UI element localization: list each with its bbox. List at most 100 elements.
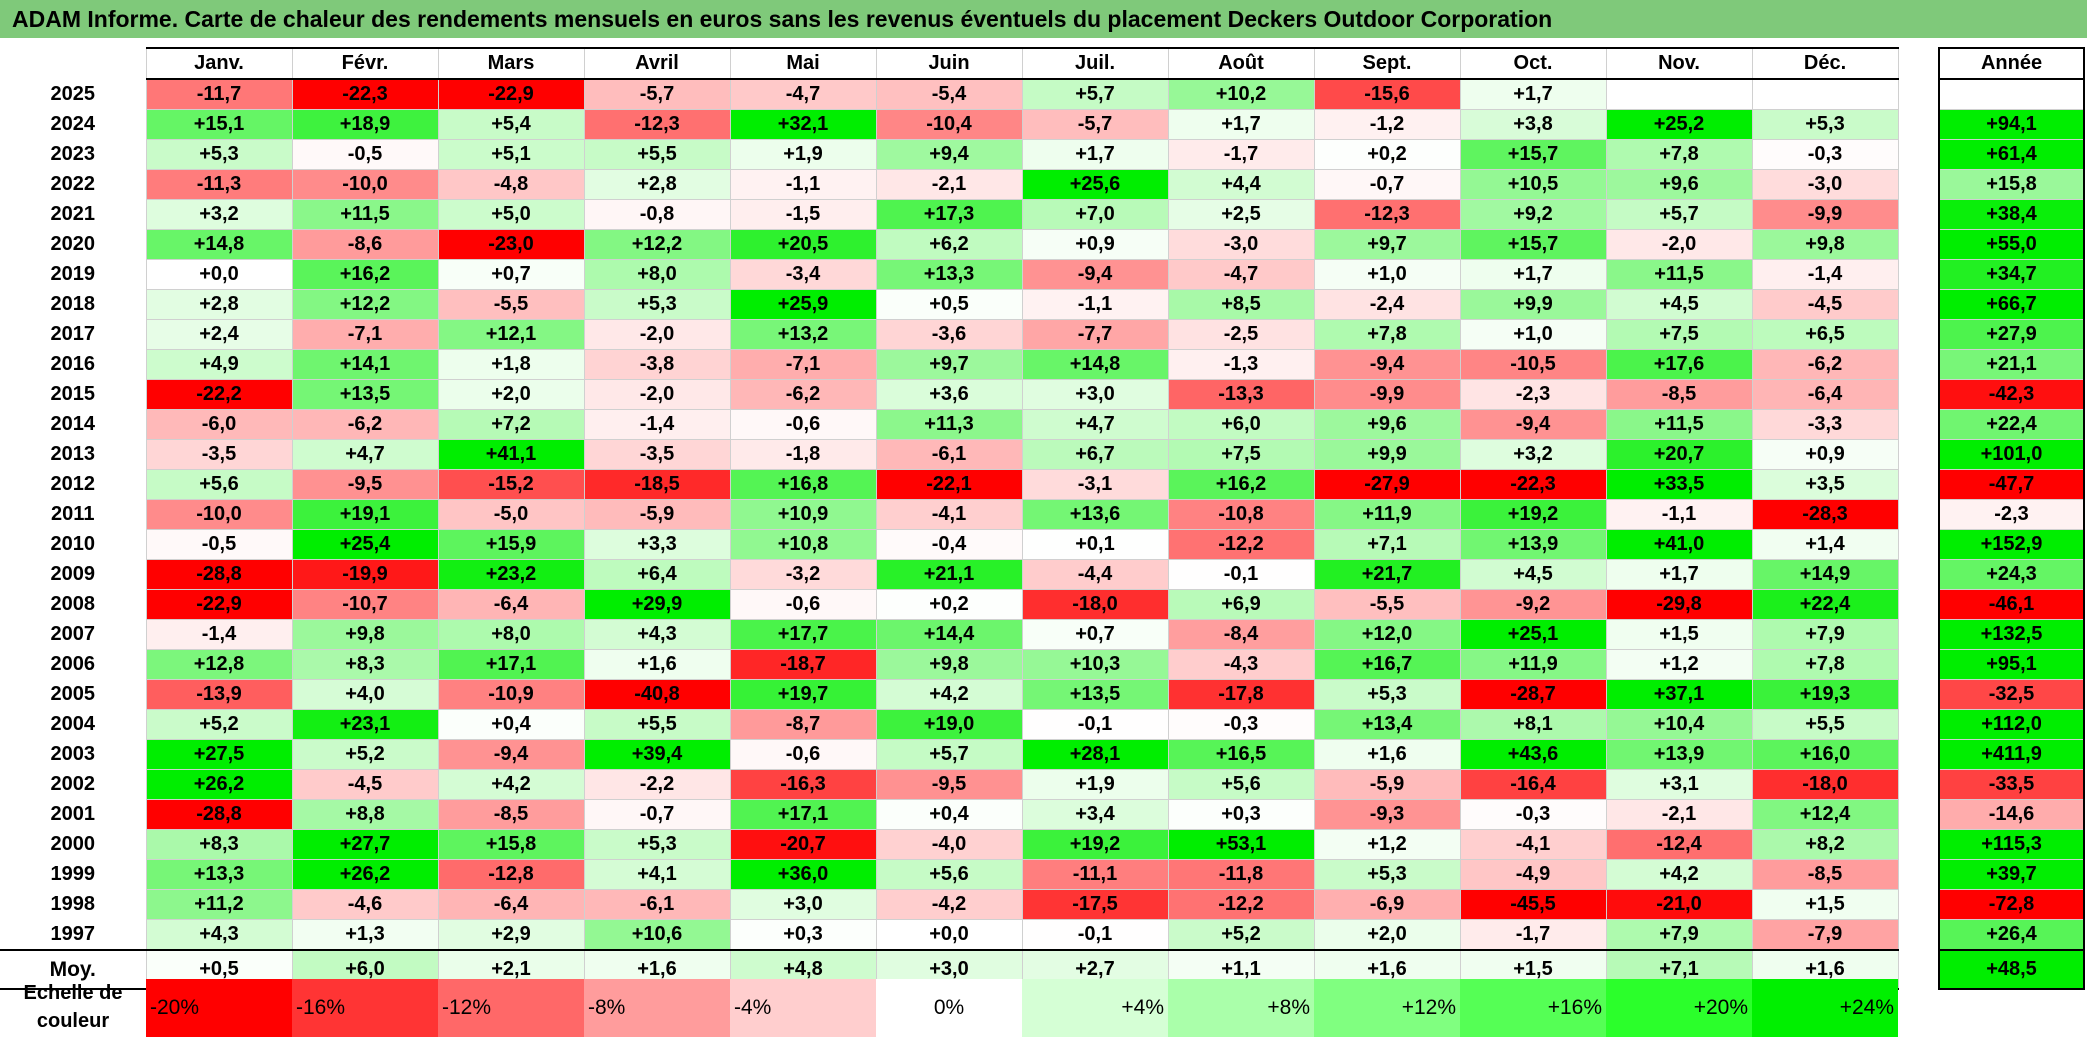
heatmap-cell: -28,7 [1459, 679, 1607, 710]
heatmap-cell: +19,2 [1021, 829, 1169, 860]
color-scale-label: Echelle de couleur [23, 982, 123, 1032]
heatmap-cell: -12,8 [437, 859, 585, 890]
heatmap-cell: +4,7 [291, 439, 439, 470]
heatmap-cell: +5,3 [145, 139, 293, 170]
heatmap-cell: -6,9 [1313, 889, 1461, 920]
heatmap-cell: -9,4 [1459, 409, 1607, 440]
heatmap-cell: -7,9 [1751, 919, 1899, 951]
heatmap-cell: +14,8 [145, 229, 293, 260]
heatmap-cell: +9,8 [291, 619, 439, 650]
heatmap-cell: +13,5 [291, 379, 439, 410]
heatmap-cell: -0,1 [1167, 559, 1315, 590]
heatmap-cell: +14,1 [291, 349, 439, 380]
heatmap-cell: +9,6 [1605, 169, 1753, 200]
heatmap-cell: +12,0 [1313, 619, 1461, 650]
heatmap-cell: +3,2 [1459, 439, 1607, 470]
heatmap-cell: +17,1 [729, 799, 877, 830]
heatmap-cell: -17,5 [1021, 889, 1169, 920]
year-label: 2013 [0, 439, 146, 470]
heatmap-cell: +9,4 [875, 139, 1023, 170]
heatmap-cell: -6,0 [145, 409, 293, 440]
heatmap-cell: -15,6 [1313, 78, 1461, 110]
heatmap-cell: -5,9 [1313, 769, 1461, 800]
heatmap-cell: +1,7 [1021, 139, 1169, 170]
heatmap-cell: -18,5 [583, 469, 731, 500]
heatmap-cell: -0,5 [145, 529, 293, 560]
heatmap-cell: -28,8 [145, 559, 293, 590]
scale-step: +24% [1752, 979, 1898, 1037]
heatmap-cell: +3,2 [145, 199, 293, 230]
heatmap-cell: +7,9 [1751, 619, 1899, 650]
heatmap-cell: +0,5 [875, 289, 1023, 320]
heatmap-cell: -8,7 [729, 709, 877, 740]
heatmap-cell: -10,4 [875, 109, 1023, 140]
heatmap-cell: +18,9 [291, 109, 439, 140]
heatmap-cell: +6,2 [875, 229, 1023, 260]
heatmap-cell: +6,5 [1751, 319, 1899, 350]
heatmap-cell: -2,4 [1313, 289, 1461, 320]
heatmap-cell: +12,2 [583, 229, 731, 260]
heatmap-cell: +3,0 [1021, 379, 1169, 410]
table-row: 2009 -28,8 -19,9 +23,2 +6,4 -3,2 +21,1 -4,4 -0,1… [0, 559, 1899, 590]
heatmap-cell: -1,4 [145, 619, 293, 650]
scale-step: -20% [146, 979, 292, 1037]
heatmap-cell: +5,7 [875, 739, 1023, 770]
heatmap-cell: +5,1 [437, 139, 585, 170]
heatmap-cell: +4,2 [875, 679, 1023, 710]
heatmap-cell: +5,0 [437, 199, 585, 230]
heatmap-cell: -11,8 [1167, 859, 1315, 890]
heatmap-cell: -1,3 [1167, 349, 1315, 380]
year-label: 2019 [0, 259, 146, 290]
heatmap-cell: -10,7 [291, 589, 439, 620]
heatmap-cell: -9,3 [1313, 799, 1461, 830]
heatmap-cell: +3,0 [729, 889, 877, 920]
heatmap-cell: -6,1 [583, 889, 731, 920]
heatmap-cell: -1,1 [1605, 499, 1753, 530]
heatmap-cell: +4,1 [583, 859, 731, 890]
heatmap-cell: -4,5 [291, 769, 439, 800]
year-label: 2012 [0, 469, 146, 500]
heatmap-cell: +1,4 [1751, 529, 1899, 560]
month-header: Juin [875, 47, 1023, 80]
heatmap-cell: +4,7 [1021, 409, 1169, 440]
heatmap-cell: -2,5 [1167, 319, 1315, 350]
table-row: 2015 -22,2 +13,5 +2,0 -2,0 -6,2 +3,6 +3,0 -13,3-… [0, 379, 1899, 410]
heatmap-cell: -1,1 [729, 169, 877, 200]
scale-step: +4% [1022, 979, 1168, 1037]
heatmap-cell: -3,6 [875, 319, 1023, 350]
heatmap-cell: +5,5 [583, 139, 731, 170]
annual-cell: -42,3 [1938, 379, 2085, 410]
heatmap-cell: -1,4 [583, 409, 731, 440]
heatmap-cell: +4,3 [583, 619, 731, 650]
annual-cell: +411,9 [1938, 739, 2085, 770]
heatmap-cell: +25,2 [1605, 109, 1753, 140]
heatmap-cell: +27,5 [145, 739, 293, 770]
heatmap-cell: -5,5 [437, 289, 585, 320]
heatmap-cell: +19,2 [1459, 499, 1607, 530]
annual-cell: +34,7 [1938, 259, 2085, 290]
heatmap-cell: +19,1 [291, 499, 439, 530]
year-label: 2016 [0, 349, 146, 380]
heatmap-cell: +0,7 [437, 259, 585, 290]
heatmap-cell: +8,8 [291, 799, 439, 830]
month-header: Oct. [1459, 47, 1607, 80]
heatmap-cell: -0,3 [1459, 799, 1607, 830]
heatmap-cell: +5,3 [1313, 679, 1461, 710]
annual-cell: -46,1 [1938, 589, 2085, 620]
table-row: 2021 +3,2 +11,5 +5,0 -0,8 -1,5 +17,3 +7,0 +2,5 -1… [0, 199, 1899, 230]
table-row: 1999 +13,3 +26,2 -12,8 +4,1 +36,0 +5,6 -11,1 -11… [0, 859, 1899, 890]
heatmap-cell: +11,5 [291, 199, 439, 230]
heatmap-cell: +13,3 [875, 259, 1023, 290]
heatmap-cell: +1,3 [291, 919, 439, 951]
heatmap-cell: +16,5 [1167, 739, 1315, 770]
annual-cell: +24,3 [1938, 559, 2085, 590]
heatmap-cell: -4,8 [437, 169, 585, 200]
heatmap-cell: +41,1 [437, 439, 585, 470]
table-row: 2024 +15,1 +18,9 +5,4 -12,3 +32,1 -10,4 -5,7 +1,… [0, 109, 1899, 140]
heatmap-cell: -28,3 [1751, 499, 1899, 530]
heatmap-cell: +13,9 [1605, 739, 1753, 770]
table-row: 2016 +4,9 +14,1 +1,8 -3,8 -7,1 +9,7 +14,8 -1,3 -9… [0, 349, 1899, 380]
annual-cell: +27,9 [1938, 319, 2085, 350]
heatmap-cell: +20,5 [729, 229, 877, 260]
heatmap-cell: +19,7 [729, 679, 877, 710]
